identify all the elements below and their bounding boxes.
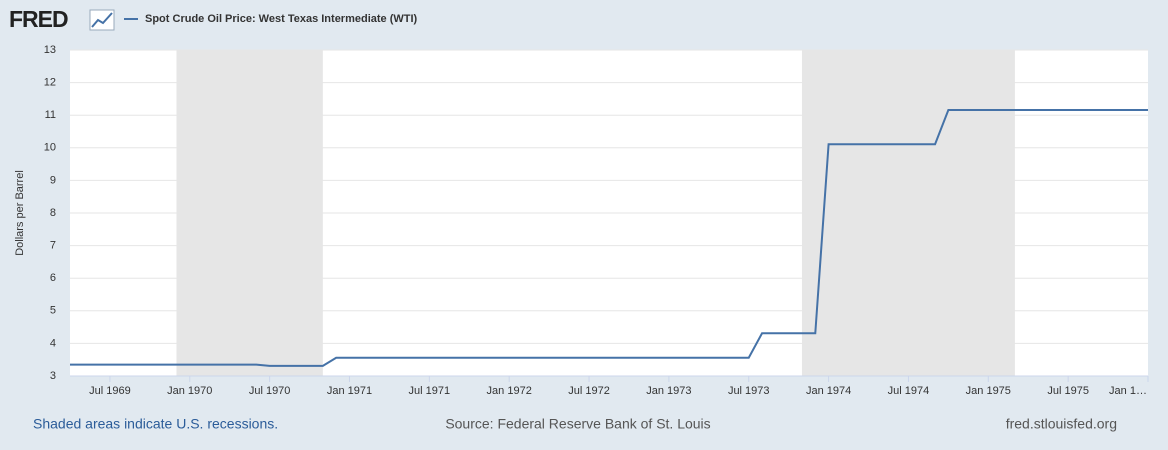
- y-tick-label: 13: [44, 44, 56, 56]
- legend-label[interactable]: Spot Crude Oil Price: West Texas Interme…: [145, 13, 418, 25]
- data-line: [70, 108, 1148, 367]
- site-link[interactable]: fred.stlouisfed.org: [1006, 416, 1117, 432]
- y-tick-label: 5: [50, 305, 56, 317]
- x-tick-label: Jul 1970: [249, 385, 291, 397]
- x-tick-label: Jul 1971: [409, 385, 451, 397]
- y-tick-label: 9: [50, 174, 56, 186]
- y-tick-label: 10: [44, 142, 56, 154]
- y-tick-label: 7: [50, 240, 56, 252]
- source: Source: Federal Reserve Bank of St. Loui…: [445, 416, 710, 432]
- logo-icon: [89, 9, 115, 31]
- y-tick-label: 6: [50, 272, 56, 284]
- y-tick-label: 11: [45, 109, 56, 121]
- x-tick-label: Jan 1975: [966, 385, 1011, 397]
- x-tick-label: Jul 1975: [1047, 385, 1089, 397]
- recession-note[interactable]: Shaded areas indicate U.S. recessions.: [33, 416, 278, 432]
- x-tick-label: Jul 1972: [568, 385, 610, 397]
- x-tick-label: Jul 1969: [89, 385, 131, 397]
- x-tick-label: Jan 1974: [806, 385, 851, 397]
- logo[interactable]: FRED: [9, 6, 69, 32]
- y-tick-label: 4: [50, 337, 56, 349]
- x-tick-label: Jul 1974: [888, 385, 930, 397]
- x-tick-label: Jan 1971: [327, 385, 372, 397]
- y-axis-label: Dollars per Barrel: [14, 170, 26, 256]
- x-tick-label: Jan 1973: [646, 385, 691, 397]
- y-tick-label: 12: [44, 77, 56, 89]
- x-tick-label: Jan 1…: [1109, 385, 1147, 397]
- y-tick-label: 8: [50, 207, 56, 219]
- x-tick-label: Jan 1972: [487, 385, 532, 397]
- y-tick-label: 3: [50, 370, 56, 382]
- x-tick-label: Jan 1970: [167, 385, 212, 397]
- x-tick-label: Jul 1973: [728, 385, 770, 397]
